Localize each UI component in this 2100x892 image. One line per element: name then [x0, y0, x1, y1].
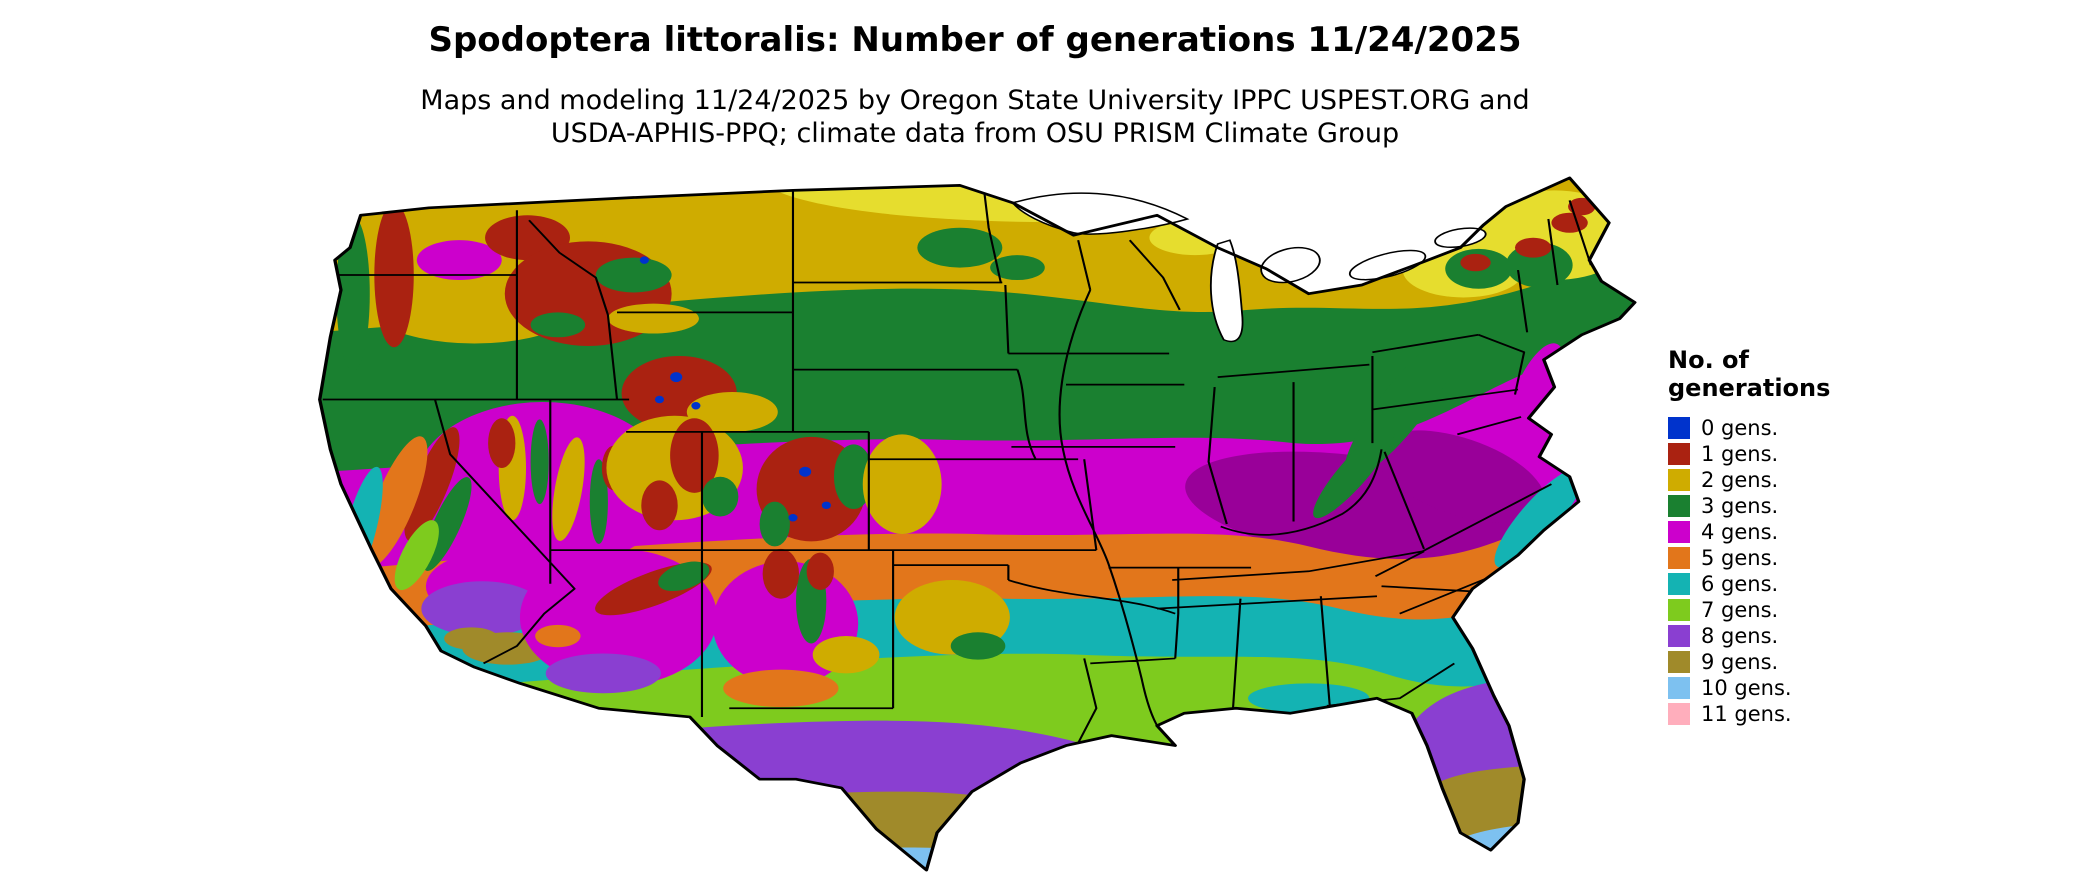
legend-swatch [1668, 650, 1690, 673]
legend-swatch [1668, 520, 1690, 543]
legend-label: 3 gens. [1701, 493, 1779, 518]
band-11-gens [1487, 853, 1512, 867]
legend-entry: 7 gens. [1668, 597, 1948, 623]
subtitle-line-1: Maps and modeling 11/24/2025 by Oregon S… [420, 85, 1530, 116]
legend-entry: 2 gens. [1668, 467, 1948, 493]
legend-label: 11 gens. [1701, 701, 1792, 726]
legend-swatch [1668, 546, 1690, 569]
legend-swatch [1668, 676, 1690, 699]
legend-swatch [1668, 442, 1690, 465]
us-generations-map [318, 176, 1637, 872]
legend-entry: 9 gens. [1668, 649, 1948, 675]
legend-label: 2 gens. [1701, 467, 1779, 492]
legend-swatch [1668, 494, 1690, 517]
map-title: Spodoptera littoralis: Number of generat… [428, 20, 1522, 60]
legend-entry: 6 gens. [1668, 571, 1948, 597]
legend-label: 5 gens. [1701, 545, 1779, 570]
legend-label: 10 gens. [1701, 675, 1792, 700]
lake-erie [1348, 249, 1427, 281]
legend-entry: 3 gens. [1668, 493, 1948, 519]
state-boundaries [322, 189, 1592, 744]
legend-label: 1 gens. [1701, 441, 1779, 466]
map-subtitle: Maps and modeling 11/24/2025 by Oregon S… [420, 84, 1530, 151]
legend-label: 7 gens. [1701, 597, 1779, 622]
legend-swatch [1668, 702, 1690, 725]
mountain-west-detail [330, 194, 1045, 707]
legend-swatch [1668, 572, 1690, 595]
legend-entry: 11 gens. [1668, 701, 1948, 727]
lake-superior [1011, 192, 1190, 235]
lake-michigan [1209, 239, 1244, 343]
legend-label: 9 gens. [1701, 649, 1779, 674]
legend-swatch [1668, 624, 1690, 647]
legend-entry: 1 gens. [1668, 441, 1948, 467]
legend-entry: 5 gens. [1668, 545, 1948, 571]
legend-entry: 0 gens. [1668, 415, 1948, 441]
subtitle-line-2: USDA-APHIS-PPQ; climate data from OSU PR… [550, 118, 1400, 150]
legend-entry: 10 gens. [1668, 675, 1948, 701]
legend-label: 8 gens. [1701, 623, 1779, 648]
legend-swatch [1668, 598, 1690, 621]
legend-entry: 4 gens. [1668, 519, 1948, 545]
legend-entry: 8 gens. [1668, 623, 1948, 649]
us-map-container [300, 163, 1650, 885]
band-10-gens [319, 820, 1635, 871]
us-outline [318, 176, 1637, 872]
legend-title: No. of generations [1668, 346, 1831, 403]
legend-label: 6 gens. [1701, 571, 1779, 596]
map-fill-layers [319, 177, 1635, 871]
legend: No. of generations 0 gens. 1 gens. 2 gens.… [1668, 346, 1948, 727]
legend-entries: 0 gens. 1 gens. 2 gens. 3 gens. 4 gens. 5 gen… [1668, 415, 1948, 727]
legend-label: 4 gens. [1701, 519, 1779, 544]
legend-swatch [1668, 468, 1690, 491]
legend-label: 0 gens. [1701, 415, 1779, 440]
legend-swatch [1668, 416, 1690, 439]
